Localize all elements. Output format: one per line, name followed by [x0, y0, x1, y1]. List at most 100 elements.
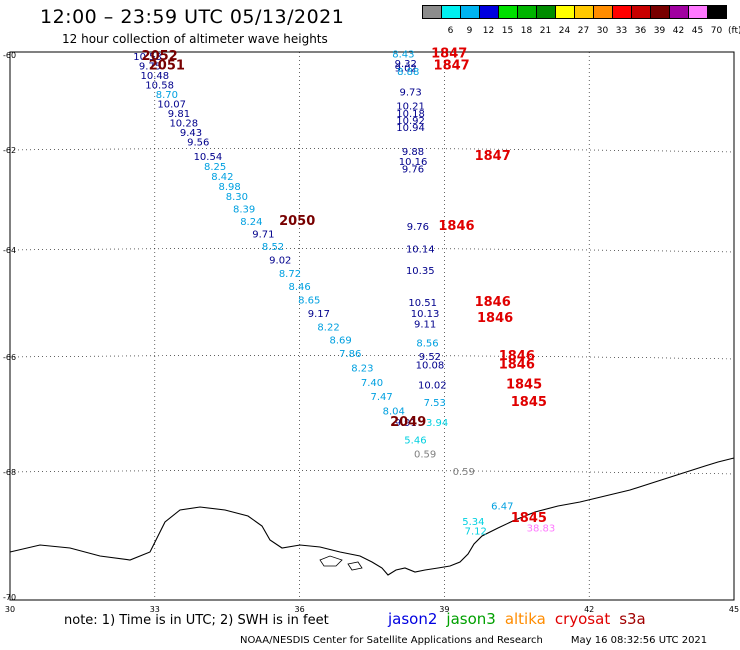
wave-height-value: 8.30 — [226, 192, 248, 203]
pass-time-label: 2049 — [390, 415, 426, 430]
wave-height-value: 9.81 — [168, 109, 190, 120]
scale-label: 15 — [501, 26, 514, 36]
longitude-label: 45 — [728, 605, 740, 614]
latitude-label: -60 — [3, 51, 17, 60]
footer-credit: NOAA/NESDIS Center for Satellite Applica… — [240, 635, 543, 646]
wave-height-value: 8.22 — [317, 322, 339, 333]
footer-timestamp: May 16 08:32:56 UTC 2021 — [570, 635, 708, 646]
wave-height-value: 8.69 — [329, 336, 351, 347]
coastline-islet — [319, 555, 343, 567]
wave-height-value: 8.52 — [262, 242, 284, 253]
wave-height-value: 9.02 — [395, 64, 417, 75]
wave-height-value: 10.35 — [406, 266, 435, 277]
pass-time-label: 2051 — [149, 58, 185, 73]
scale-label: 18 — [520, 26, 533, 36]
scale-swatch — [707, 5, 727, 19]
coastline — [9, 457, 735, 576]
wave-height-value: 8.43 — [392, 49, 414, 60]
legend-jason3: jason3 — [446, 610, 496, 628]
legend-s3a: s3a — [619, 610, 646, 628]
pass-time-label: 1846 — [499, 358, 535, 373]
scale-label: 12 — [482, 26, 495, 36]
legend-jason2: jason2 — [388, 610, 438, 628]
wave-height-value: 10.54 — [194, 152, 223, 163]
wave-height-value: 7.86 — [339, 349, 361, 360]
wave-height-value: 10.16 — [399, 157, 428, 168]
parallel-line — [9, 470, 735, 475]
wave-height-value: 0.59 — [453, 467, 475, 478]
wave-height-value: 0.59 — [414, 450, 436, 461]
scale-label: 24 — [558, 26, 571, 36]
wave-height-value: 10.53 — [133, 52, 162, 63]
scale-label: 36 — [634, 26, 647, 36]
wave-height-value: 9.17 — [308, 309, 330, 320]
latitude-label: -68 — [3, 468, 17, 477]
pass-time-label: 1845 — [511, 511, 547, 526]
wave-height-value: 9.73 — [399, 87, 421, 98]
wave-height-value: 7.53 — [424, 398, 446, 409]
scale-label: 39 — [653, 26, 666, 36]
wave-height-value: 10.14 — [406, 245, 435, 256]
wave-height-value: 9.11 — [414, 320, 436, 331]
wave-height-value: 5.46 — [404, 435, 426, 446]
wave-height-value: 38.83 — [527, 523, 556, 534]
wave-height-value: 10.58 — [145, 80, 174, 91]
wave-height-value: 9.43 — [180, 128, 202, 139]
wave-height-value: 10.92 — [396, 116, 425, 127]
map-subtitle: 12 hour collection of altimeter wave hei… — [62, 32, 328, 46]
wave-height-value: 7.47 — [371, 392, 393, 403]
longitude-label: 33 — [149, 605, 160, 614]
scale-label: 9 — [466, 26, 473, 36]
scale-label: 33 — [615, 26, 628, 36]
wave-height-value: 3.94 — [426, 418, 448, 429]
scale-label: 70 — [710, 26, 723, 36]
wave-height-value: 9.02 — [269, 255, 291, 266]
pass-time-label: 1847 — [475, 149, 511, 164]
wave-height-value: 8.46 — [288, 282, 310, 293]
pass-time-label: 1846 — [499, 349, 535, 364]
wave-height-value: 10.28 — [169, 118, 198, 129]
wave-height-value: 8.04 — [383, 407, 405, 418]
wave-height-value: 9.88 — [402, 147, 424, 158]
scale-label: 21 — [539, 26, 552, 36]
wave-height-value: 8.70 — [156, 90, 178, 101]
wave-height-value: 8.42 — [211, 172, 233, 183]
scale-label: 45 — [691, 26, 704, 36]
wave-height-value: 5.34 — [462, 517, 484, 528]
latitude-label: -66 — [3, 353, 17, 362]
latitude-label: -64 — [3, 246, 17, 255]
wave-height-value: 9.75 — [139, 61, 161, 72]
wave-height-value: 9.76 — [407, 222, 429, 233]
wave-height-value: 8.72 — [279, 269, 301, 280]
wave-height-value: 10.21 — [396, 102, 425, 113]
longitude-label: 30 — [4, 605, 16, 614]
wave-height-value: 7.12 — [465, 527, 487, 538]
pass-time-label: 1845 — [511, 395, 547, 410]
wave-height-value: 10.18 — [396, 109, 425, 120]
pass-time-label: 2052 — [142, 49, 178, 64]
pass-time-label: 1847 — [431, 46, 467, 61]
scale-label: 42 — [672, 26, 685, 36]
wave-height-value: 7.40 — [361, 378, 383, 389]
map-frame — [9, 51, 735, 601]
latitude-label: -62 — [3, 146, 17, 155]
wave-height-value: 8.65 — [298, 296, 320, 307]
wave-height-value: 10.51 — [408, 298, 437, 309]
pass-time-label: 1846 — [438, 219, 474, 234]
wave-height-value: 8.56 — [416, 338, 438, 349]
longitude-label: 39 — [439, 605, 450, 614]
wave-height-value: 8.98 — [218, 182, 240, 193]
wave-height-value: 10.48 — [140, 71, 169, 82]
satellite-legend: jason2 jason3 altika cryosat s3a — [388, 610, 655, 628]
wave-height-value: 9.32 — [395, 59, 417, 70]
wave-height-value: 8.23 — [351, 363, 373, 374]
legend-cryosat: cryosat — [554, 610, 611, 628]
wave-height-value: 9.52 — [419, 352, 441, 363]
wave-height-value: 8.39 — [233, 205, 255, 216]
wave-height-value: 9.91 — [395, 418, 417, 429]
scale-label: 30 — [596, 26, 609, 36]
map-title: 12:00 – 23:59 UTC 05/13/2021 — [40, 6, 345, 28]
latitude-label: -70 — [3, 593, 17, 602]
wave-height-value: 10.08 — [416, 361, 445, 372]
